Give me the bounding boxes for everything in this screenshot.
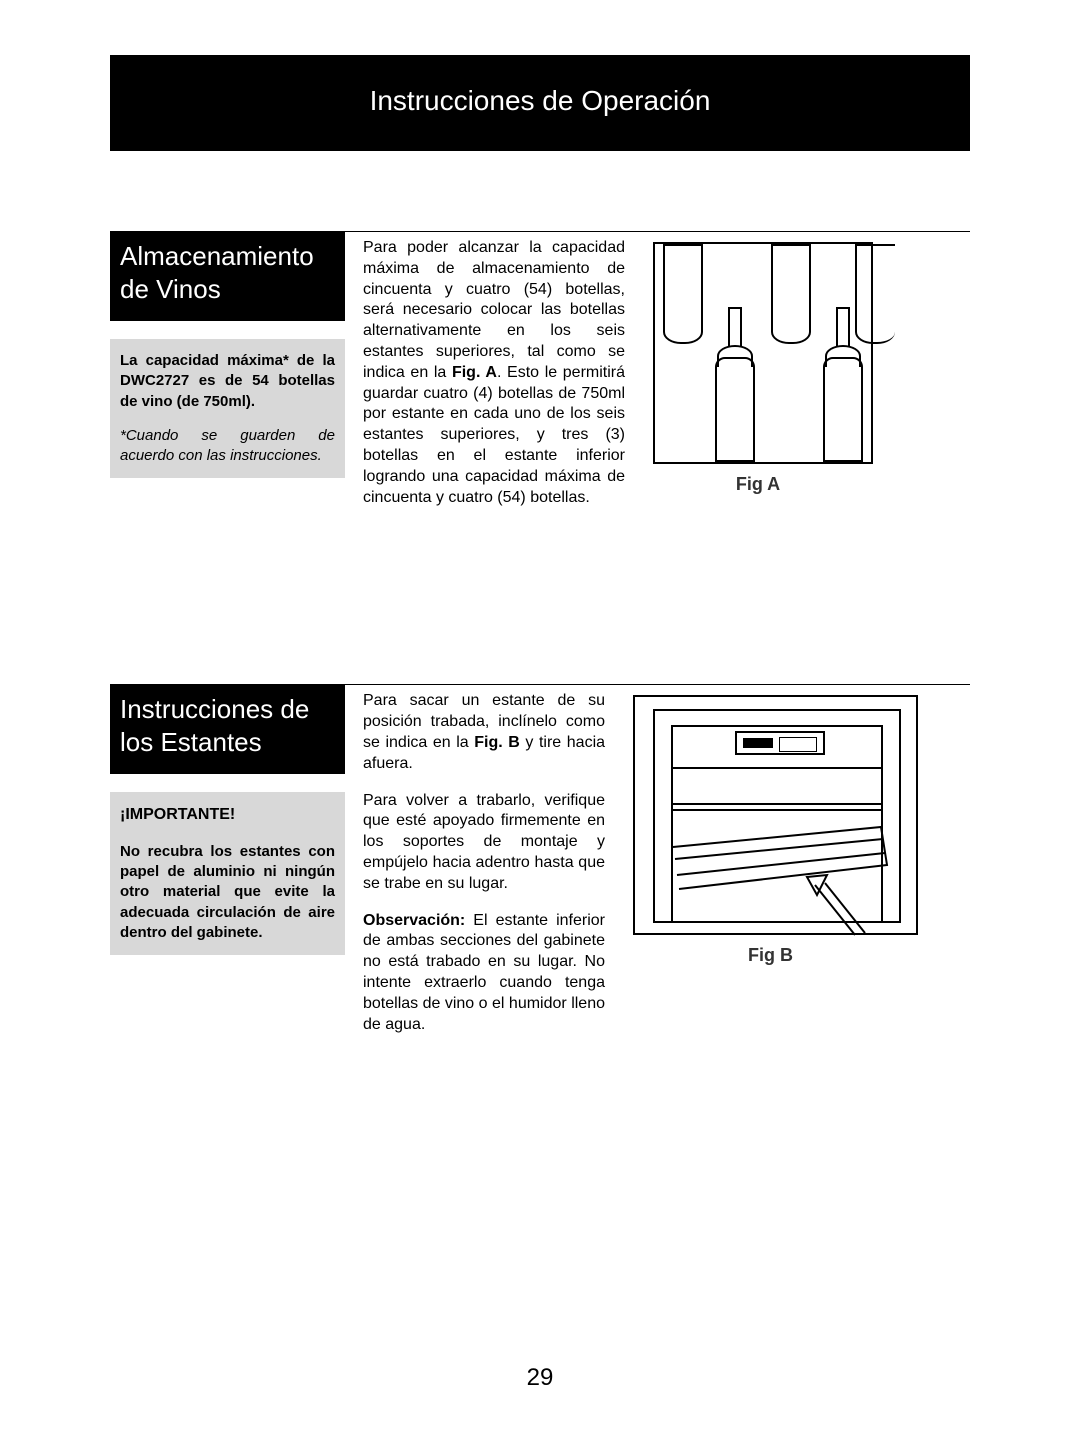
important-heading: ¡IMPORTANTE! bbox=[120, 804, 335, 826]
body-paragraph-1: Para sacar un estante de su posición tra… bbox=[363, 691, 605, 774]
capacity-note: La capacidad máxima* de la DWC2727 es de… bbox=[120, 351, 335, 412]
left-column: Instrucciones de los Estantes ¡IMPORTANT… bbox=[110, 685, 345, 955]
sidebar-note: La capacidad máxima* de la DWC2727 es de… bbox=[110, 339, 345, 478]
body-column: Para sacar un estante de su posición tra… bbox=[363, 685, 605, 1051]
figure-column: Fig A bbox=[643, 232, 873, 495]
page-header-title: Instrucciones de Operación bbox=[370, 85, 711, 116]
capacity-footnote: *Cuando se guarden de acuerdo con las in… bbox=[120, 426, 335, 467]
section-title: Instrucciones de los Estantes bbox=[110, 685, 345, 774]
fig-reference: Fig. A bbox=[452, 364, 497, 381]
figure-column: Fig B bbox=[623, 685, 918, 966]
body-paragraph-2: Para volver a trabarlo, verifique que es… bbox=[363, 791, 605, 895]
observation-label: Observación: bbox=[363, 912, 465, 929]
section-wine-storage: Almacenamiento de Vinos La capacidad máx… bbox=[110, 232, 970, 524]
observation-body: El estante inferior de ambas secciones d… bbox=[363, 912, 605, 1033]
body-text-pre: Para poder alcanzar la capacidad máxima … bbox=[363, 239, 625, 381]
figure-a-illustration bbox=[653, 242, 873, 464]
figure-b-caption: Fig B bbox=[623, 945, 918, 966]
body-paragraph: Para poder alcanzar la capacidad máxima … bbox=[363, 238, 625, 508]
section-shelf-instructions: Instrucciones de los Estantes ¡IMPORTANT… bbox=[110, 685, 970, 1051]
body-paragraph-3: Observación: El estante inferior de amba… bbox=[363, 911, 605, 1036]
fig-reference: Fig. B bbox=[474, 734, 520, 751]
important-body: No recubra los estantes con papel de alu… bbox=[120, 842, 335, 943]
section-title-text: Almacenamiento de Vinos bbox=[120, 241, 314, 304]
body-column: Para poder alcanzar la capacidad máxima … bbox=[363, 232, 625, 524]
page-number: 29 bbox=[0, 1364, 1080, 1392]
sidebar-important: ¡IMPORTANTE! No recubra los estantes con… bbox=[110, 792, 345, 955]
section-title-text: Instrucciones de los Estantes bbox=[120, 694, 309, 757]
figure-a-caption: Fig A bbox=[643, 474, 873, 495]
arrow-icon bbox=[795, 865, 885, 945]
figure-b-illustration bbox=[633, 695, 918, 935]
left-column: Almacenamiento de Vinos La capacidad máx… bbox=[110, 232, 345, 478]
section-title: Almacenamiento de Vinos bbox=[110, 232, 345, 321]
body-text-post: . Esto le permitirá guardar cuatro (4) b… bbox=[363, 364, 625, 506]
page-content: Almacenamiento de Vinos La capacidad máx… bbox=[110, 231, 970, 1051]
page-header: Instrucciones de Operación bbox=[110, 55, 970, 151]
